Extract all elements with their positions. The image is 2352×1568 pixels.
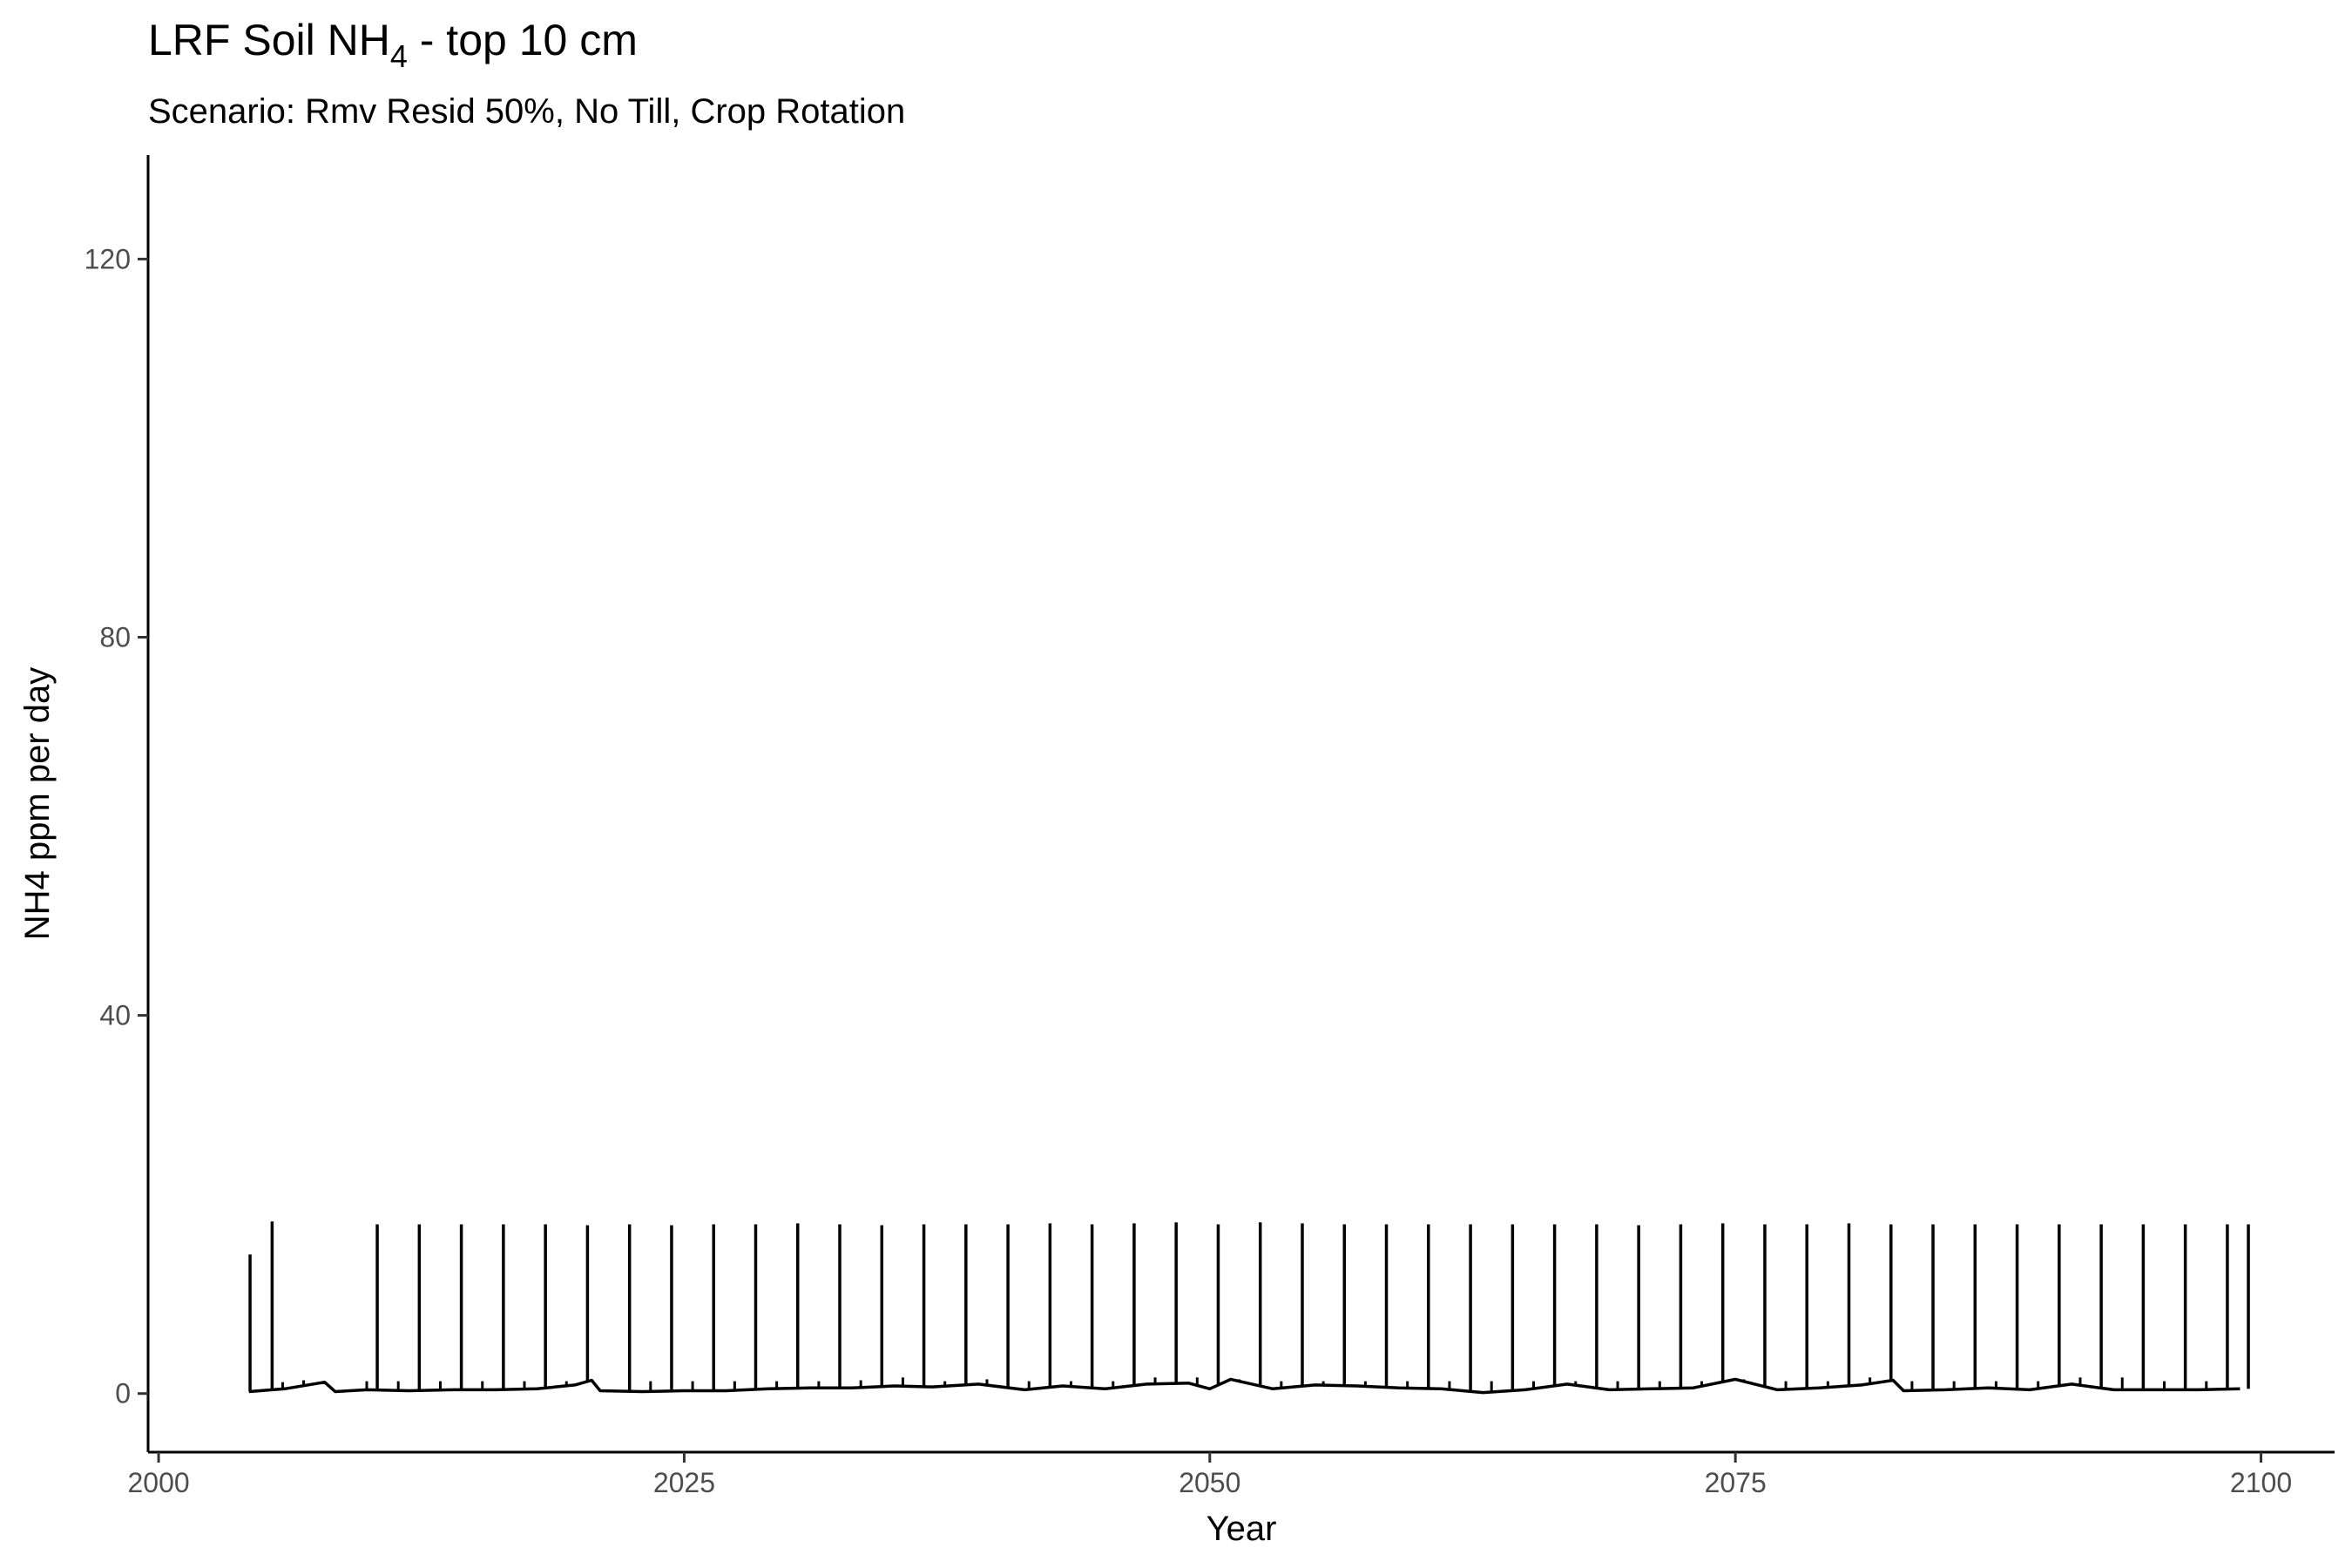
series-baseline xyxy=(248,1377,2240,1395)
chart-title-main: LRF Soil NH xyxy=(148,16,390,64)
chart-title-rest: - top 10 cm xyxy=(407,16,638,64)
y-tick-label: 80 xyxy=(99,621,131,652)
y-tick-label: 40 xyxy=(99,1000,131,1031)
chart-title: LRF Soil NH4 - top 10 cm xyxy=(148,12,638,74)
y-tick-label: 120 xyxy=(84,243,131,274)
x-axis-title: Year xyxy=(1206,1510,1277,1548)
y-tick-label: 0 xyxy=(115,1378,131,1409)
axes: 2000 2025 2050 2075 2100 0 40 80 120 xyxy=(84,155,2335,1498)
x-tick-label: 2025 xyxy=(653,1467,715,1498)
x-tick-label: 2100 xyxy=(2230,1467,2292,1498)
x-tick-label: 2000 xyxy=(127,1467,189,1498)
chart-subtitle: Scenario: Rmv Resid 50%, No Till, Crop R… xyxy=(148,92,906,131)
chart-title-subscript: 4 xyxy=(389,38,408,74)
series-line-group xyxy=(248,1221,2250,1395)
x-tick-label: 2075 xyxy=(1705,1467,1767,1498)
y-axis-title: NH4 ppm per day xyxy=(18,667,57,940)
x-tick-label: 2050 xyxy=(1179,1467,1240,1498)
